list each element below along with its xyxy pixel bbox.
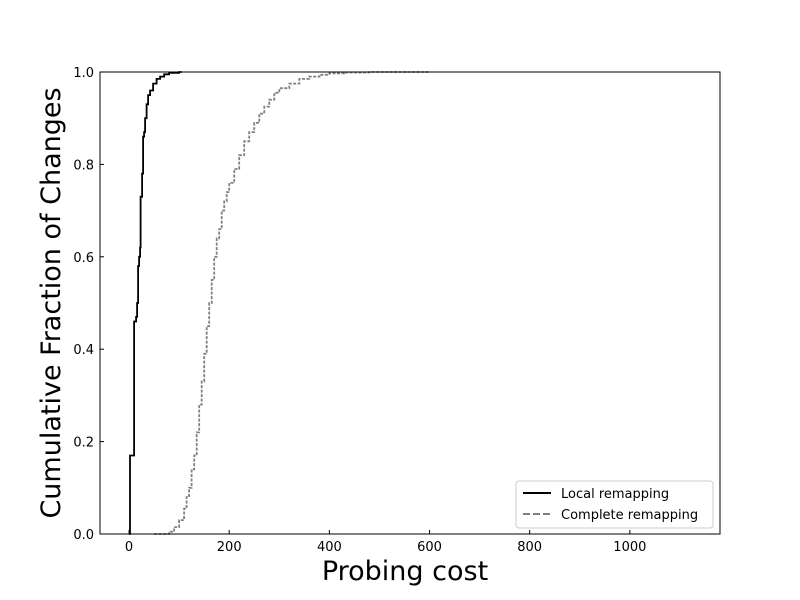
legend-box — [515, 480, 714, 529]
series-layer — [129, 71, 430, 535]
plot-area-frame — [99, 71, 721, 535]
y-tick-label: 0.4 — [73, 343, 94, 358]
x-tick-label: 400 — [317, 540, 342, 555]
series-line-complete-remapping — [154, 71, 430, 535]
x-tick-label: 600 — [417, 540, 442, 555]
x-tick-label: 1000 — [613, 540, 646, 555]
y-tick-label: 1.0 — [73, 66, 94, 81]
y-tick-label: 0.6 — [73, 251, 94, 266]
x-tick-label: 800 — [517, 540, 542, 555]
y-axis: 0.0 0.2 0.4 0.6 0.8 1.0 — [73, 66, 104, 543]
x-tick-label: 200 — [217, 540, 242, 555]
y-tick-label: 0.0 — [73, 528, 94, 543]
x-tick-label: 0 — [125, 540, 133, 555]
y-tick-label: 0.2 — [73, 436, 94, 451]
legend-label-complete: Complete remapping — [561, 508, 698, 523]
legend: Local remapping Complete remapping — [515, 480, 714, 529]
series-line-local-remapping — [129, 71, 182, 535]
x-axis: 0 200 400 600 800 1000 — [125, 530, 646, 555]
x-axis-title: Probing cost — [322, 556, 488, 587]
y-axis-title: Cumulative Fraction of Changes — [36, 87, 67, 518]
y-tick-label: 0.8 — [73, 158, 94, 173]
legend-label-local: Local remapping — [561, 487, 669, 502]
